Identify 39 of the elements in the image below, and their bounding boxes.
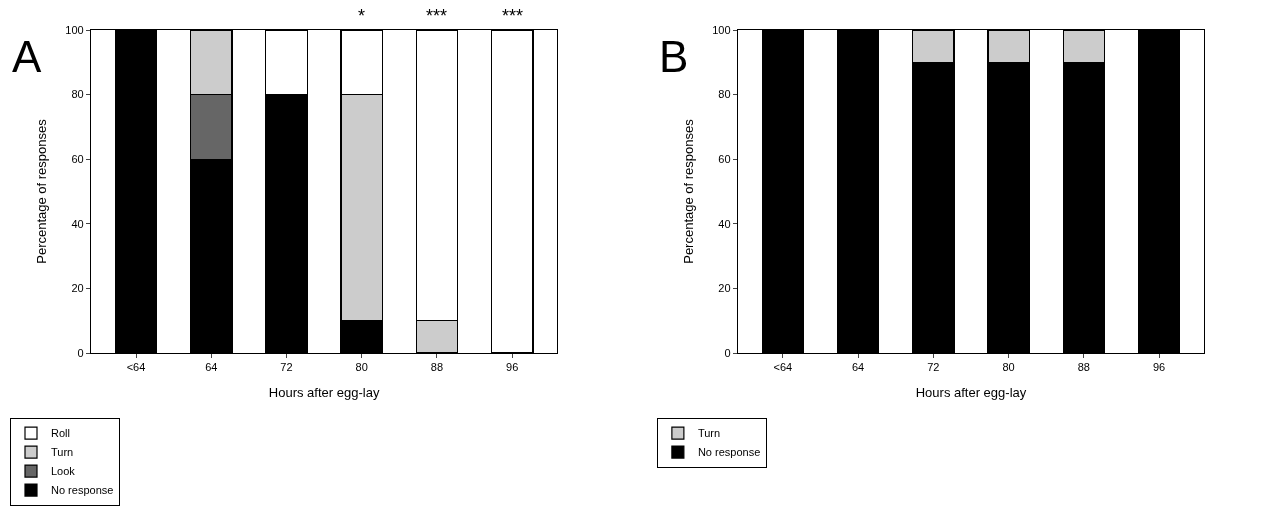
x-tick-label: <64 — [126, 361, 146, 374]
legend-label: Turn — [697, 427, 721, 440]
legend-label: Look — [51, 465, 76, 478]
y-tick-label: 60 — [71, 153, 84, 166]
x-axis-title: Hours after egg-lay — [915, 384, 1027, 400]
y-axis-title: Percentage of responses — [681, 118, 697, 264]
y-tick-label: 80 — [718, 88, 731, 101]
x-tick-label: 88 — [1077, 361, 1090, 374]
annotation: *** — [426, 6, 448, 26]
x-tick-label: 80 — [355, 361, 368, 374]
y-tick-label: 100 — [712, 23, 731, 36]
x-tick-label: 96 — [1152, 361, 1166, 374]
y-tick-label: 40 — [71, 217, 84, 230]
y-tick-label: 80 — [71, 88, 84, 101]
legend-label: No response — [697, 446, 761, 459]
y-tick-label: 60 — [718, 153, 731, 166]
x-tick-label: 72 — [927, 361, 940, 374]
x-tick-label: <64 — [773, 361, 793, 374]
x-tick-label: 64 — [852, 361, 865, 374]
y-tick-label: 100 — [65, 23, 84, 36]
y-axis-title: Percentage of responses — [34, 118, 50, 264]
y-tick-label: 0 — [77, 346, 84, 359]
legend-label: No response — [51, 484, 114, 497]
annotation: * — [358, 6, 366, 26]
annotation: *** — [502, 6, 524, 26]
x-tick-label: 88 — [430, 361, 444, 374]
y-tick-label: 20 — [718, 282, 731, 295]
y-tick-label: 0 — [724, 346, 731, 359]
y-tick-label: 40 — [718, 217, 731, 230]
x-tick-label: 96 — [506, 361, 519, 374]
y-tick-label: 20 — [71, 282, 84, 295]
legend-label: Turn — [51, 446, 74, 459]
x-axis-title: Hours after egg-lay — [268, 384, 380, 400]
chart-title: A — [12, 32, 42, 81]
x-tick-label: 64 — [205, 361, 218, 374]
legend-label: Roll — [51, 427, 70, 440]
x-tick-label: 72 — [280, 361, 293, 374]
x-tick-label: 80 — [1002, 361, 1015, 374]
chart-title: B — [659, 32, 689, 81]
